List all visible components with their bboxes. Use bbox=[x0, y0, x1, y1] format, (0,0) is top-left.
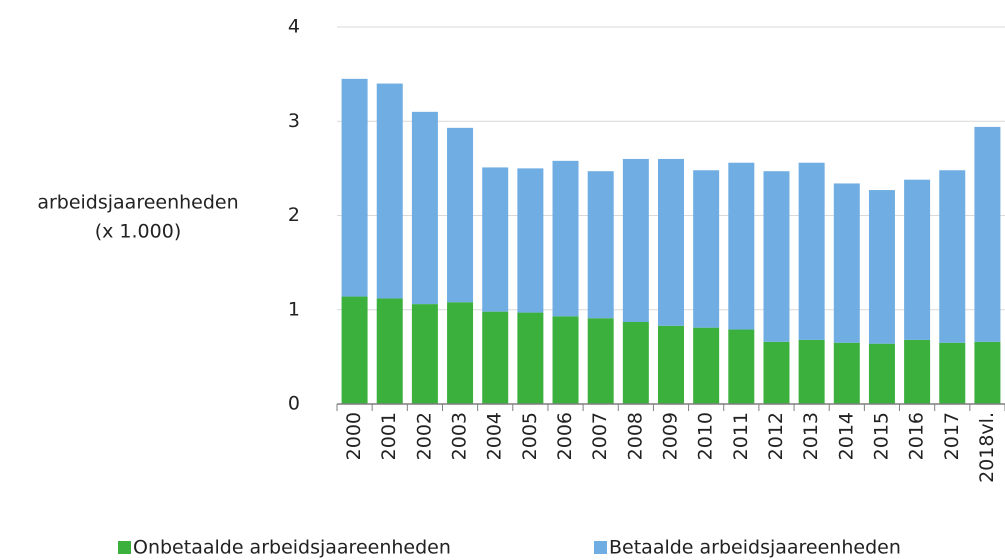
y-axis-title: (x 1.000) bbox=[95, 221, 182, 243]
bar-segment bbox=[868, 190, 895, 344]
x-tick-label: 2004 bbox=[484, 412, 506, 460]
bar-segment bbox=[552, 160, 579, 317]
legend-label: Onbetaalde arbeidsjaareenheden bbox=[133, 537, 451, 559]
x-tick-label: 2015 bbox=[870, 412, 892, 460]
bar-segment bbox=[376, 298, 403, 404]
bar-segment bbox=[658, 158, 684, 326]
bar-segment bbox=[622, 322, 649, 404]
bar-segment bbox=[658, 325, 684, 404]
bar-segment bbox=[728, 162, 755, 330]
y-axis-title: arbeidsjaareenheden bbox=[37, 192, 238, 214]
bar-segment bbox=[763, 341, 790, 404]
x-tick-label: 2018vl. bbox=[976, 412, 998, 483]
x-tick-label: 2010 bbox=[695, 412, 717, 460]
x-tick-label: 2003 bbox=[449, 412, 471, 460]
bar-segment bbox=[763, 171, 790, 342]
bar-segment bbox=[974, 126, 1001, 342]
x-tick-label: 2006 bbox=[554, 412, 576, 460]
bar-segment bbox=[482, 311, 509, 404]
bar-segment bbox=[939, 170, 966, 343]
bar-segment bbox=[833, 342, 860, 404]
bar-segment bbox=[552, 316, 579, 404]
x-tick-label: 2007 bbox=[589, 412, 611, 460]
bar-segment bbox=[622, 158, 649, 323]
bar-segment bbox=[447, 302, 474, 404]
bar-segment bbox=[587, 318, 614, 404]
x-tick-label: 2012 bbox=[765, 412, 787, 460]
y-tick-label: 1 bbox=[288, 298, 300, 320]
bar-segment bbox=[728, 329, 755, 404]
bar-segment bbox=[411, 304, 438, 404]
x-tick-label: 2009 bbox=[660, 412, 682, 460]
bar-segment bbox=[482, 167, 509, 312]
bar-segment bbox=[868, 343, 895, 404]
legend-swatch bbox=[118, 541, 131, 554]
bar-segment bbox=[517, 168, 544, 313]
bar-segment bbox=[587, 171, 614, 319]
bar-segment bbox=[693, 170, 720, 328]
x-tick-label: 2016 bbox=[906, 412, 928, 460]
x-tick-label: 2017 bbox=[941, 412, 963, 460]
y-tick-label: 3 bbox=[288, 110, 300, 132]
legend-label: Betaalde arbeidsjaareenheden bbox=[609, 537, 901, 559]
bar-segment bbox=[939, 342, 966, 404]
bar-segment bbox=[904, 339, 931, 404]
bar-segment bbox=[341, 296, 368, 404]
bar-segment bbox=[517, 312, 544, 404]
x-tick-label: 2002 bbox=[413, 412, 435, 460]
x-tick-label: 2005 bbox=[519, 412, 541, 460]
x-tick-label: 2008 bbox=[624, 412, 646, 460]
x-tick-label: 2001 bbox=[378, 412, 400, 460]
bar-segment bbox=[798, 162, 825, 340]
y-tick-label: 2 bbox=[288, 204, 300, 226]
bar-segment bbox=[974, 341, 1001, 404]
x-tick-label: 2013 bbox=[800, 412, 822, 460]
x-tick-label: 2014 bbox=[835, 412, 857, 460]
y-tick-label: 4 bbox=[288, 16, 300, 38]
legend-swatch bbox=[594, 541, 607, 554]
bar-segment bbox=[833, 183, 860, 343]
bar-segment bbox=[411, 111, 438, 305]
bar-segment bbox=[693, 327, 720, 404]
bar-segment bbox=[341, 78, 368, 297]
bar-segment bbox=[798, 339, 825, 404]
x-tick-label: 2000 bbox=[343, 412, 365, 460]
bar-segment bbox=[447, 127, 474, 303]
y-tick-label: 0 bbox=[288, 393, 300, 415]
x-tick-label: 2011 bbox=[730, 412, 752, 460]
bar-segment bbox=[376, 83, 403, 299]
bar-segment bbox=[904, 179, 931, 340]
